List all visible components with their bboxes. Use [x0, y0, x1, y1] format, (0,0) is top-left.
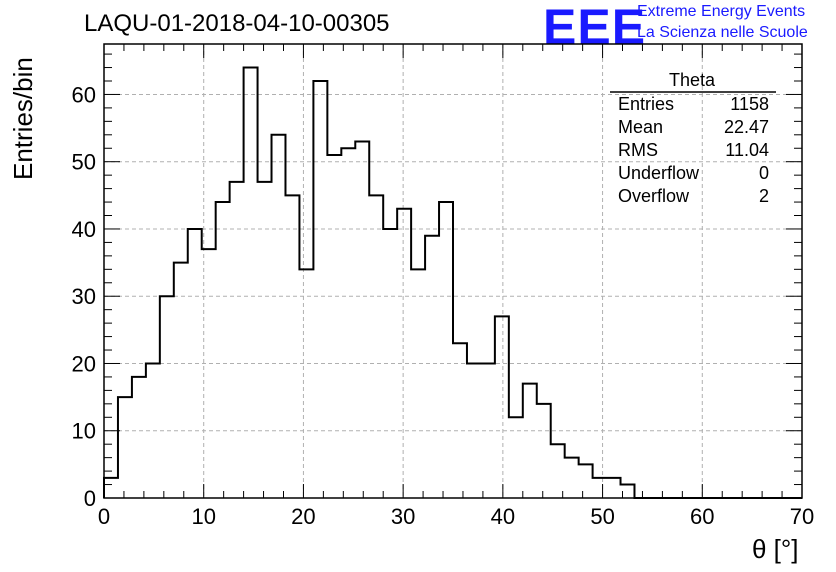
axis-ticks	[103, 44, 803, 499]
stats-value: 1158	[730, 94, 769, 114]
y-tick-label: 10	[72, 419, 96, 444]
stats-label: Entries	[618, 94, 674, 114]
x-tick-label: 30	[391, 504, 415, 529]
y-tick-label: 50	[72, 150, 96, 175]
y-tick-label: 30	[72, 284, 96, 309]
grid-lines	[104, 44, 802, 498]
plot-frame	[103, 43, 803, 499]
y-tick-label: 60	[72, 82, 96, 107]
org-name-line1: Extreme Energy Events	[637, 3, 806, 20]
x-tick-label: 40	[491, 504, 515, 529]
stats-label: RMS	[618, 140, 658, 160]
stats-box: Theta Entries 1158 Mean 22.47 RMS 11.04 Underf…	[610, 70, 776, 206]
stats-value: 22.47	[724, 117, 769, 137]
x-axis-label: θ [°]	[752, 534, 799, 564]
histogram-line	[103, 66, 802, 499]
x-tick-label: 0	[98, 504, 110, 529]
y-tick-label: 40	[72, 217, 96, 242]
stats-value: 11.04	[725, 140, 769, 160]
eee-logo: EEE	[543, 0, 647, 55]
y-tick-label: 0	[84, 486, 96, 511]
stats-value: 2	[759, 186, 769, 206]
stats-value: 0	[759, 163, 769, 183]
x-tick-label: 50	[590, 504, 614, 529]
chart-title: LAQU-01-2018-04-10-00305	[84, 10, 390, 37]
stats-label: Underflow	[618, 163, 700, 183]
y-tick-label: 20	[72, 351, 96, 376]
stats-label: Overflow	[618, 186, 690, 206]
x-tick-label: 20	[291, 504, 315, 529]
stats-box-title: Theta	[669, 70, 716, 90]
x-tick-label: 60	[690, 504, 714, 529]
stats-label: Mean	[618, 117, 663, 137]
org-name-line2: La Scienza nelle Scuole	[637, 24, 808, 41]
x-tick-label: 10	[191, 504, 215, 529]
x-tick-label: 70	[790, 504, 814, 529]
